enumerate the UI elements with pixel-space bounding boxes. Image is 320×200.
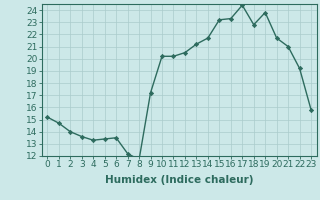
X-axis label: Humidex (Indice chaleur): Humidex (Indice chaleur) — [105, 175, 253, 185]
